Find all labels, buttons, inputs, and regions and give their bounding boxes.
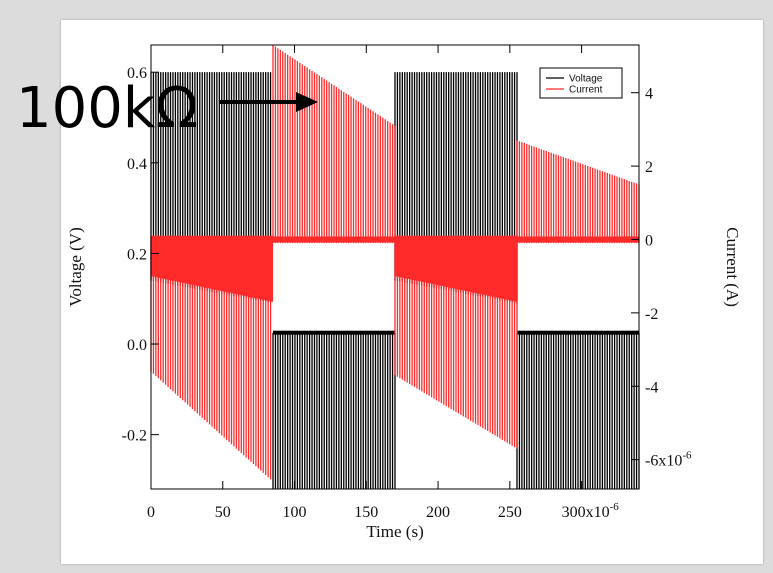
x-tick-label-4: 200 — [426, 504, 450, 521]
series-current-pulses-3 — [516, 140, 640, 244]
y-left-tick-label-1: 0.0 — [127, 337, 147, 354]
x-tick-label-5: 250 — [498, 504, 522, 521]
x-tick-label-2: 100 — [283, 504, 307, 521]
series-voltage-pulses-1 — [272, 332, 396, 489]
series-current-band-2 — [395, 235, 517, 302]
y-right-tick-label-0: -6x10-6 — [645, 450, 692, 470]
series-current-baseline-1 — [273, 236, 395, 243]
plot-frame — [150, 44, 640, 490]
series-voltage-phase-1 — [272, 330, 396, 489]
legend-box — [539, 67, 623, 99]
legend-label-current: Current — [569, 85, 603, 96]
y-right-tick-label-3: 0 — [645, 232, 653, 249]
y-left-tick-label-0: -0.2 — [122, 428, 147, 445]
series-current-pulses-1 — [272, 45, 396, 244]
y-left-tick-label-3: 0.4 — [127, 156, 147, 173]
series-current-pulses-2 — [394, 235, 518, 449]
x-tick-label-1: 50 — [215, 504, 231, 521]
y-right-tick-label-5: 4 — [645, 86, 653, 103]
series-current-phase-0 — [150, 235, 273, 480]
y-right-tick-label-1: -4 — [645, 379, 658, 396]
legend: Voltage Current — [539, 67, 623, 99]
y-axis-right-title: Current (A) — [723, 227, 742, 307]
chart-svg: 0 50 100 150 200 250 300x10-6 -0.2 0.0 0.2 0.4 0.6 -… — [66, 44, 742, 541]
y-right-tick-label-4: 2 — [645, 159, 653, 176]
y-left-tick-label-2: 0.2 — [127, 246, 147, 263]
series-current-phase-3 — [516, 140, 640, 244]
x-tick-label-6: 300x10-6 — [562, 501, 620, 521]
plot-area — [150, 45, 640, 489]
chart-figure: 0 50 100 150 200 250 300x10-6 -0.2 0.0 0.2 0.4 0.6 -… — [61, 20, 763, 564]
legend-label-voltage: Voltage — [569, 74, 603, 85]
series-current-band-0 — [151, 235, 273, 302]
series-current-phase-2 — [394, 235, 518, 449]
axis-ticks: 0 50 100 150 200 250 300x10-6 -0.2 0.0 0.2 0.4 0.6 -… — [122, 45, 692, 521]
series-voltage-baseline-3 — [517, 330, 639, 335]
y-right-tick-label-2: -2 — [645, 306, 658, 323]
series-voltage-baseline-1 — [273, 330, 395, 335]
x-axis-title: Time (s) — [366, 522, 423, 541]
y-axis-left-title: Voltage (V) — [66, 227, 85, 306]
y-left-tick-label-4: 0.6 — [127, 65, 147, 82]
series-voltage-pulses-3 — [516, 332, 640, 489]
series-voltage-phase-3 — [516, 330, 640, 489]
series-current-baseline-3 — [517, 236, 639, 243]
x-tick-label-3: 150 — [354, 504, 378, 521]
series-current-phase-1 — [272, 45, 396, 244]
x-tick-label-0: 0 — [147, 504, 155, 521]
